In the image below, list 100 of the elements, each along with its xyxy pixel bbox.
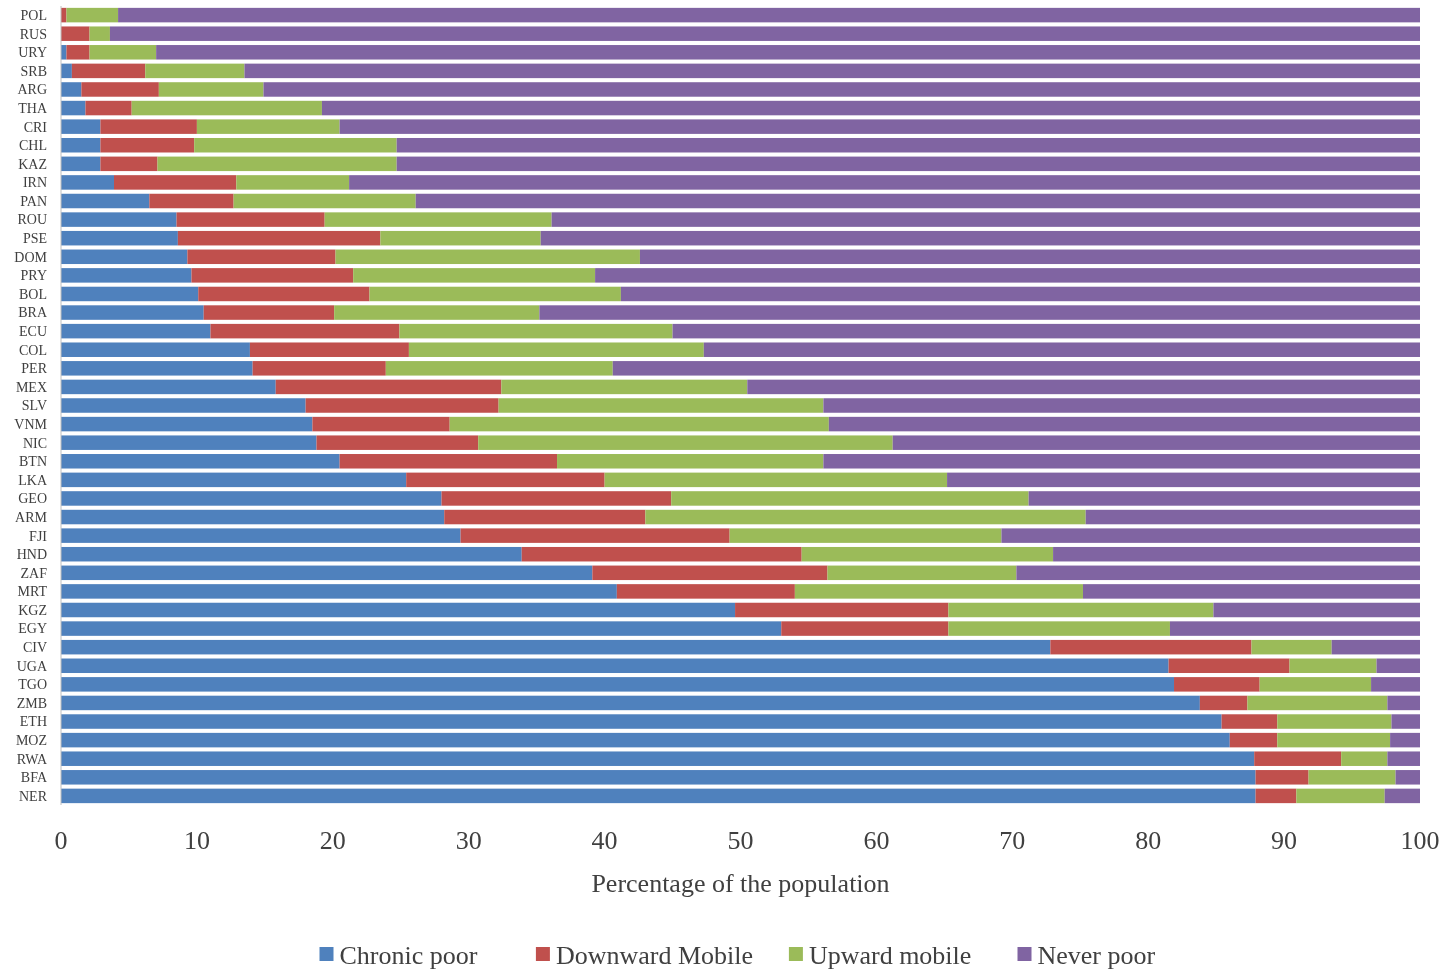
- y-tick-label: MEX: [15, 379, 47, 395]
- y-tick-label: IRN: [22, 175, 47, 191]
- bar: [892, 435, 1420, 450]
- bar: [551, 212, 1420, 227]
- bar: [408, 342, 704, 357]
- bar: [61, 119, 101, 134]
- bar: [460, 528, 730, 543]
- y-tick-label: URY: [18, 45, 47, 61]
- bar: [156, 45, 1420, 60]
- bar: [1050, 639, 1252, 655]
- legend-label: Never poor: [1037, 941, 1156, 971]
- bar: [61, 193, 150, 209]
- bar: [61, 435, 317, 450]
- bar: [948, 602, 1214, 618]
- bar: [1277, 714, 1392, 729]
- y-tick-label: SLV: [21, 398, 47, 414]
- bar: [747, 379, 1420, 395]
- bar: [61, 565, 593, 581]
- y-tick-label: KAZ: [18, 156, 47, 172]
- y-tick-label: RWA: [16, 751, 48, 767]
- bar: [61, 230, 178, 246]
- y-tick-label: VNM: [14, 416, 48, 432]
- bar: [671, 491, 1029, 506]
- bar: [100, 137, 195, 153]
- bar: [399, 323, 673, 339]
- bar: [145, 63, 245, 79]
- bar: [1387, 695, 1420, 711]
- y-tick-label: CHL: [19, 138, 47, 154]
- bar: [612, 361, 1420, 376]
- bar: [194, 137, 397, 153]
- bar: [61, 305, 204, 320]
- bar: [703, 342, 1420, 357]
- bar: [595, 268, 1420, 283]
- y-tick-label: PRY: [20, 268, 47, 284]
- bar: [1221, 714, 1278, 729]
- bar: [61, 658, 1169, 674]
- bar: [794, 584, 1083, 599]
- bar: [131, 100, 322, 116]
- bar: [616, 584, 795, 599]
- bar: [61, 212, 177, 227]
- bar: [1174, 677, 1260, 692]
- y-tick-label: ZAF: [20, 565, 48, 581]
- y-tick-label: EGY: [18, 621, 47, 637]
- bar: [1255, 788, 1297, 804]
- bar: [396, 156, 1420, 172]
- bar: [1229, 732, 1278, 748]
- bar: [396, 137, 1420, 153]
- x-tick-label: 70: [999, 826, 1026, 856]
- bar: [203, 305, 335, 320]
- y-tick-label: DOM: [14, 249, 48, 265]
- bar: [1391, 714, 1420, 729]
- bar: [61, 714, 1222, 729]
- x-tick-label: 20: [319, 826, 346, 856]
- y-tick-label: BOL: [19, 286, 47, 302]
- bar: [198, 286, 370, 302]
- bar: [1254, 751, 1342, 766]
- x-tick-label: 50: [727, 826, 754, 856]
- y-tick-label: ARM: [15, 509, 48, 525]
- bar: [61, 175, 114, 190]
- bar: [1053, 546, 1420, 562]
- y-tick-label: CIV: [22, 640, 47, 656]
- bar: [1247, 695, 1388, 711]
- bar: [263, 82, 1420, 97]
- bar: [1168, 658, 1290, 674]
- bar: [177, 230, 381, 246]
- y-tick-label: GEO: [18, 491, 47, 507]
- bar: [380, 230, 541, 246]
- bar: [557, 454, 824, 469]
- bar: [498, 398, 824, 413]
- bar: [100, 156, 158, 172]
- bar: [61, 416, 313, 432]
- bar: [61, 639, 1051, 655]
- bar: [1085, 509, 1420, 525]
- y-tick-label: ARG: [17, 82, 47, 98]
- bar: [1213, 602, 1420, 618]
- bar: [592, 565, 828, 581]
- y-tick-label: BRA: [18, 305, 48, 321]
- y-tick-label: ETH: [19, 714, 47, 730]
- bar: [1082, 584, 1420, 599]
- bar: [312, 416, 450, 432]
- bar: [61, 528, 461, 543]
- bar: [61, 398, 306, 413]
- bar: [109, 26, 1420, 41]
- bar: [444, 509, 646, 525]
- bar: [61, 361, 253, 376]
- bar: [948, 621, 1170, 636]
- bar: [645, 509, 1086, 525]
- bar: [335, 249, 640, 265]
- bar: [449, 416, 829, 432]
- bar: [334, 305, 540, 320]
- bar: [61, 472, 407, 488]
- bar: [210, 323, 400, 339]
- bar: [539, 305, 1420, 320]
- bar: [827, 565, 1017, 581]
- bar: [61, 249, 188, 265]
- bar: [61, 695, 1200, 711]
- bar: [61, 100, 86, 116]
- bar: [61, 491, 442, 506]
- y-tick-label: SRB: [20, 63, 47, 79]
- x-tick-label: 90: [1271, 826, 1298, 856]
